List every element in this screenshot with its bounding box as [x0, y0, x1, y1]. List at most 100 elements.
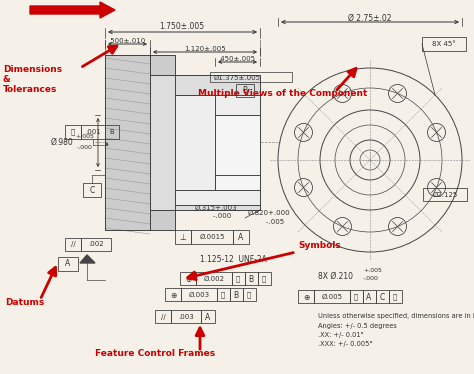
Text: Ⓜ: Ⓜ	[247, 292, 251, 298]
Text: Ø.0015: Ø.0015	[199, 234, 225, 240]
Text: //: //	[161, 314, 165, 320]
Polygon shape	[30, 2, 115, 18]
Text: //: //	[71, 241, 75, 247]
Bar	[171, 310, 201, 323]
Text: -.005: -.005	[248, 219, 284, 225]
Text: Dimensions: Dimensions	[3, 65, 62, 74]
Bar	[245, 272, 258, 285]
Bar	[150, 210, 175, 230]
Bar	[233, 230, 249, 244]
Text: ⊕: ⊕	[303, 292, 309, 301]
Text: Ø2.125: Ø2.125	[432, 192, 457, 198]
Polygon shape	[80, 255, 95, 263]
Bar	[230, 288, 243, 301]
Bar	[105, 55, 150, 230]
Bar	[191, 230, 233, 244]
Text: .002: .002	[88, 241, 104, 247]
Bar	[258, 272, 271, 285]
Text: -.000: -.000	[363, 276, 379, 282]
Text: 8X Ø.210: 8X Ø.210	[318, 272, 353, 280]
Bar	[389, 290, 402, 303]
Text: .001: .001	[85, 129, 101, 135]
Bar	[236, 84, 254, 97]
Text: Ⓜ: Ⓜ	[221, 292, 225, 298]
Text: B: B	[233, 291, 238, 300]
Bar	[243, 288, 256, 301]
Text: .500±.010: .500±.010	[109, 38, 146, 44]
Bar	[210, 72, 292, 82]
Bar	[423, 188, 467, 201]
Text: .XXX: +/- 0.005": .XXX: +/- 0.005"	[318, 341, 373, 347]
Text: 1.750±.005: 1.750±.005	[159, 21, 205, 31]
Text: ⊥: ⊥	[180, 233, 186, 242]
Text: +.005: +.005	[75, 134, 94, 138]
Text: Ⓜ: Ⓜ	[236, 276, 240, 282]
Text: -.000: -.000	[195, 213, 231, 219]
Text: Datums: Datums	[5, 298, 44, 307]
Bar	[376, 290, 389, 303]
Text: Ø1.375±.005: Ø1.375±.005	[213, 75, 261, 81]
Text: +.005: +.005	[363, 267, 382, 273]
Text: .XX: +/- 0.01": .XX: +/- 0.01"	[318, 332, 364, 338]
Bar	[217, 288, 230, 301]
Text: Ø.005: Ø.005	[321, 294, 343, 300]
Text: &: &	[3, 75, 11, 84]
Bar	[83, 183, 101, 197]
Text: Ⓜ: Ⓜ	[354, 294, 358, 300]
Text: Angles: +/- 0.5 degrees: Angles: +/- 0.5 degrees	[318, 323, 397, 329]
Text: ⊕: ⊕	[185, 275, 191, 283]
Text: 1.120±.005: 1.120±.005	[184, 46, 226, 52]
Text: Tolerances: Tolerances	[3, 85, 57, 94]
Text: Ø.315+.003: Ø.315+.003	[195, 205, 237, 211]
Text: Ø.980: Ø.980	[51, 138, 73, 147]
Text: B: B	[109, 129, 114, 135]
Text: Multiple Views of the Component: Multiple Views of the Component	[198, 89, 367, 98]
Text: Unless otherwise specified, dimensions are in inches:: Unless otherwise specified, dimensions a…	[318, 313, 474, 319]
Bar	[215, 115, 260, 190]
Bar	[422, 37, 466, 51]
Bar	[298, 290, 314, 303]
Bar	[150, 55, 175, 75]
Bar	[81, 238, 111, 251]
Bar	[363, 290, 376, 303]
Text: A: A	[366, 292, 372, 301]
Bar	[65, 125, 81, 139]
Bar	[201, 310, 215, 323]
Text: Feature Control Frames: Feature Control Frames	[95, 349, 215, 358]
Text: ⊕: ⊕	[170, 291, 176, 300]
Text: ⌒: ⌒	[71, 129, 75, 135]
Text: A: A	[238, 233, 244, 242]
Text: Ø.003: Ø.003	[189, 292, 210, 298]
Bar	[150, 75, 260, 210]
Text: C: C	[90, 186, 95, 194]
Bar	[314, 290, 350, 303]
Text: Ø.820+.000: Ø.820+.000	[248, 210, 291, 216]
Bar	[58, 257, 78, 271]
Bar	[232, 272, 245, 285]
Text: B: B	[242, 86, 247, 95]
Text: -.000: -.000	[77, 144, 93, 150]
Text: 8X 45°: 8X 45°	[432, 41, 456, 47]
Text: .450±.005: .450±.005	[219, 56, 255, 62]
Bar	[175, 230, 191, 244]
Bar	[105, 125, 119, 139]
Bar	[175, 95, 260, 205]
Text: C: C	[379, 292, 384, 301]
Bar	[196, 272, 232, 285]
Text: .003: .003	[178, 314, 194, 320]
Text: A: A	[65, 260, 71, 269]
Text: Ⓜ: Ⓜ	[393, 294, 397, 300]
Text: 1.125-12  UNF-2A: 1.125-12 UNF-2A	[200, 255, 267, 264]
Text: Ø 2.75±.02: Ø 2.75±.02	[348, 13, 392, 22]
Text: A: A	[205, 313, 210, 322]
Bar	[155, 310, 171, 323]
Text: B: B	[248, 275, 254, 283]
Bar	[81, 125, 105, 139]
Text: Symbols: Symbols	[298, 241, 341, 250]
Text: Ⓜ: Ⓜ	[262, 276, 266, 282]
Bar	[180, 272, 196, 285]
Bar	[181, 288, 217, 301]
Bar	[165, 288, 181, 301]
Text: Ø.002: Ø.002	[203, 276, 225, 282]
Bar	[350, 290, 363, 303]
